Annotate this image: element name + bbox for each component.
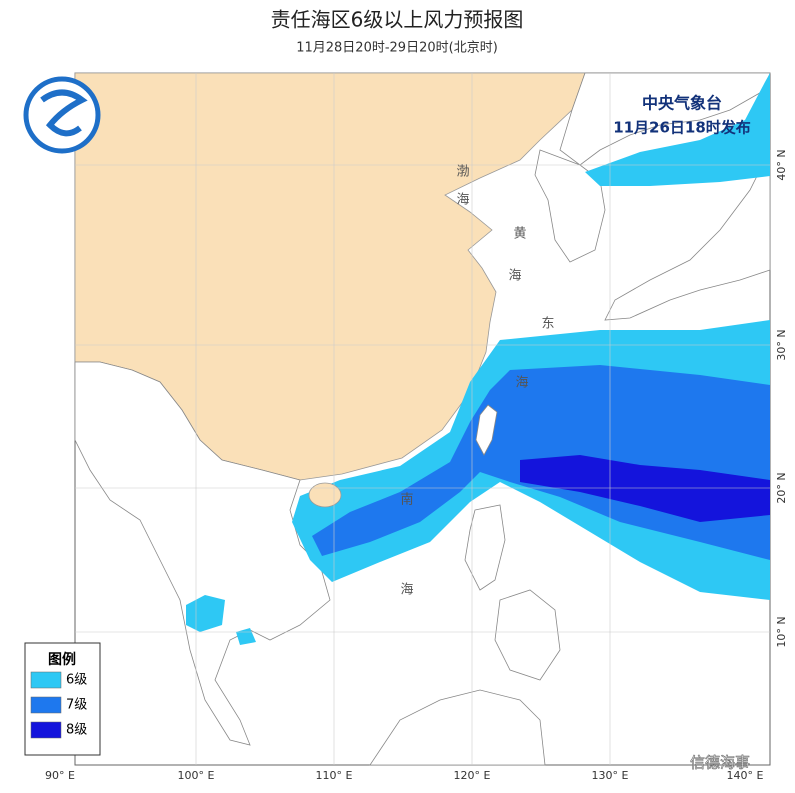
title: 责任海区6级以上风力预报图	[271, 8, 524, 32]
latitude-label: 20° N	[775, 472, 788, 503]
issuer-time: 11月26日18时发布	[613, 119, 751, 137]
wind-areas	[186, 73, 770, 645]
longitude-label: 130° E	[592, 769, 629, 782]
legend-swatch	[30, 721, 62, 739]
indochina	[74, 361, 331, 746]
subtitle: 11月28日20时-29日20时(北京时)	[296, 41, 498, 56]
legend-label: 7级	[66, 698, 87, 713]
longitude-label: 140° E	[727, 769, 764, 782]
latitude-label: 10° N	[775, 616, 788, 647]
legend-label: 8级	[66, 723, 87, 738]
watermark: 信德海事	[690, 754, 750, 772]
longitude-label: 90° E	[45, 769, 75, 782]
japan	[604, 149, 771, 321]
longitude-label: 110° E	[316, 769, 353, 782]
sea-label: 海	[400, 583, 413, 598]
sea-label: 海	[515, 376, 528, 391]
wind-level-6	[585, 73, 770, 186]
philippines-south	[494, 589, 561, 681]
legend-title: 图例	[48, 651, 76, 668]
borneo	[369, 689, 546, 766]
wind-level-8	[520, 455, 770, 522]
sea-label: 渤	[456, 164, 469, 180]
legend: 图例 6级 7级 8级	[24, 642, 101, 756]
longitude-label: 120° E	[454, 769, 491, 782]
graticule	[75, 73, 770, 765]
sea-label: 海	[508, 269, 521, 284]
sea-label: 海	[456, 193, 469, 208]
issuer-name: 中央气象台	[642, 94, 722, 113]
sea-label: 黄	[513, 227, 526, 242]
logo	[23, 76, 101, 154]
luzon	[464, 504, 506, 591]
hainan	[308, 482, 342, 508]
sea-label: 东	[541, 317, 554, 332]
sea-label: 南	[400, 492, 413, 508]
logo-mark	[40, 89, 88, 137]
latitude-label: 40° N	[775, 149, 788, 180]
taiwan	[475, 404, 498, 456]
map-area	[74, 72, 771, 766]
longitude-label: 100° E	[178, 769, 215, 782]
legend-label: 6级	[66, 673, 87, 688]
legend-swatch	[30, 671, 62, 689]
latitude-label: 30° N	[775, 329, 788, 360]
axis-labels: 90° E 100° E 110° E 120° E 130° E 140° E 40° N…	[45, 149, 788, 782]
legend-swatch	[30, 696, 62, 714]
